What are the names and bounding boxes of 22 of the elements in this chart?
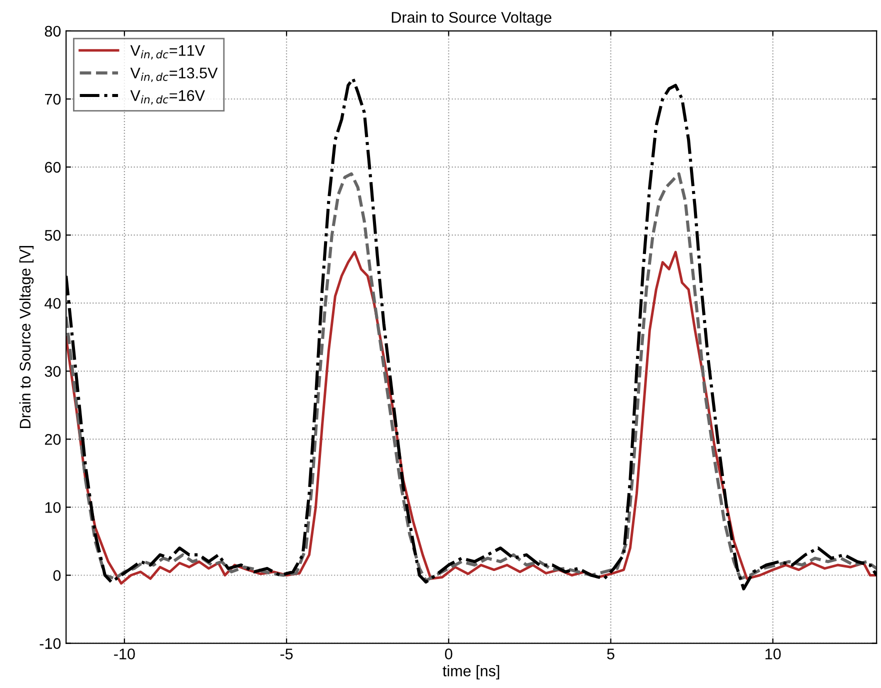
x-tick-label: -5 — [280, 648, 293, 660]
x-axis-title: time [ns] — [442, 665, 500, 680]
y-tick-label: 40 — [44, 298, 61, 309]
y-tick-label: 60 — [45, 162, 61, 173]
x-tick-label: 0 — [444, 648, 452, 660]
y-tick-label: 50 — [44, 230, 61, 241]
y-tick-label: -10 — [40, 638, 61, 649]
line-series — [66, 172, 877, 582]
y-tick-label: 20 — [44, 434, 61, 445]
legend-label: V$_{in,dc}$=13.5V — [130, 68, 218, 82]
y-axis-title: Drain to Source Voltage [V] — [19, 246, 34, 428]
x-tick-label: 5 — [607, 648, 614, 660]
legend-label: V$_{in,dc}$=11V — [130, 45, 205, 60]
x-tick-label: -10 — [114, 648, 135, 660]
y-tick-label: 10 — [45, 502, 61, 513]
x-tick-label: 10 — [766, 648, 781, 660]
y-tick-label: 30 — [44, 366, 61, 377]
y-tick-label: 80 — [44, 26, 61, 37]
chart-title: Drain to Source Voltage — [392, 12, 552, 26]
legend-label: V$_{in,dc}$=16V — [130, 90, 205, 105]
y-tick-label: 0 — [53, 570, 61, 581]
y-tick-label: 70 — [45, 94, 61, 105]
